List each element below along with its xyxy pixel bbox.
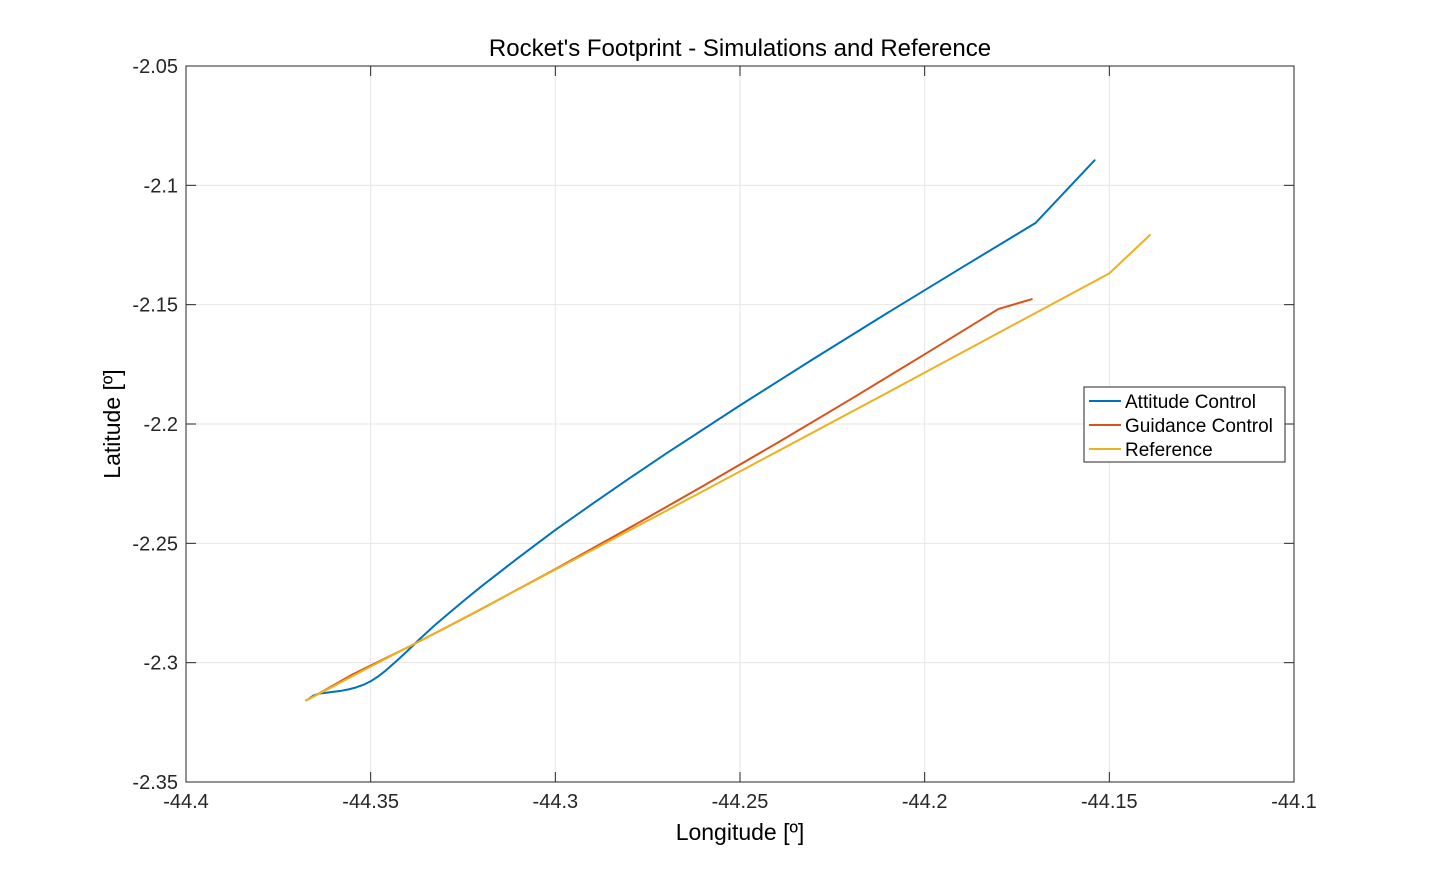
series-line-reference bbox=[305, 233, 1151, 702]
x-axis-title: Longitude [º] bbox=[676, 819, 805, 845]
legend-label-attitude-control: Attitude Control bbox=[1125, 392, 1256, 413]
legend-label-guidance-control: Guidance Control bbox=[1125, 416, 1273, 437]
ticks bbox=[185, 65, 1295, 783]
x-tick-label: -44.4 bbox=[163, 791, 209, 813]
y-tick-label: -2.05 bbox=[132, 56, 178, 78]
y-tick-label: -2.35 bbox=[132, 772, 178, 794]
x-tick-label: -44.15 bbox=[1081, 791, 1138, 813]
y-axis-title: Latitude [º] bbox=[99, 369, 125, 478]
x-tick-label: -44.1 bbox=[1271, 791, 1317, 813]
tick-labels: -44.4 -44.35 -44.3 -44.25 -44.2 -44.15 -44.1 -2… bbox=[132, 56, 1316, 813]
chart-title: Rocket's Footprint - Simulations and Ref… bbox=[489, 35, 991, 62]
x-tick-label: -44.2 bbox=[902, 791, 948, 813]
legend: Attitude Control Guidance Control Referenc… bbox=[1083, 386, 1286, 463]
y-tick-label: -2.25 bbox=[132, 533, 178, 555]
x-tick-label: -44.35 bbox=[342, 791, 399, 813]
y-tick-label: -2.2 bbox=[144, 414, 178, 436]
series-line-attitude-control bbox=[308, 159, 1096, 700]
series-layer bbox=[305, 159, 1151, 702]
x-tick-label: -44.3 bbox=[533, 791, 579, 813]
x-tick-label: -44.25 bbox=[712, 791, 769, 813]
y-tick-label: -2.1 bbox=[144, 175, 178, 197]
legend-label-reference: Reference bbox=[1125, 440, 1213, 461]
y-tick-label: -2.3 bbox=[144, 653, 178, 675]
y-tick-label: -2.15 bbox=[132, 295, 178, 317]
